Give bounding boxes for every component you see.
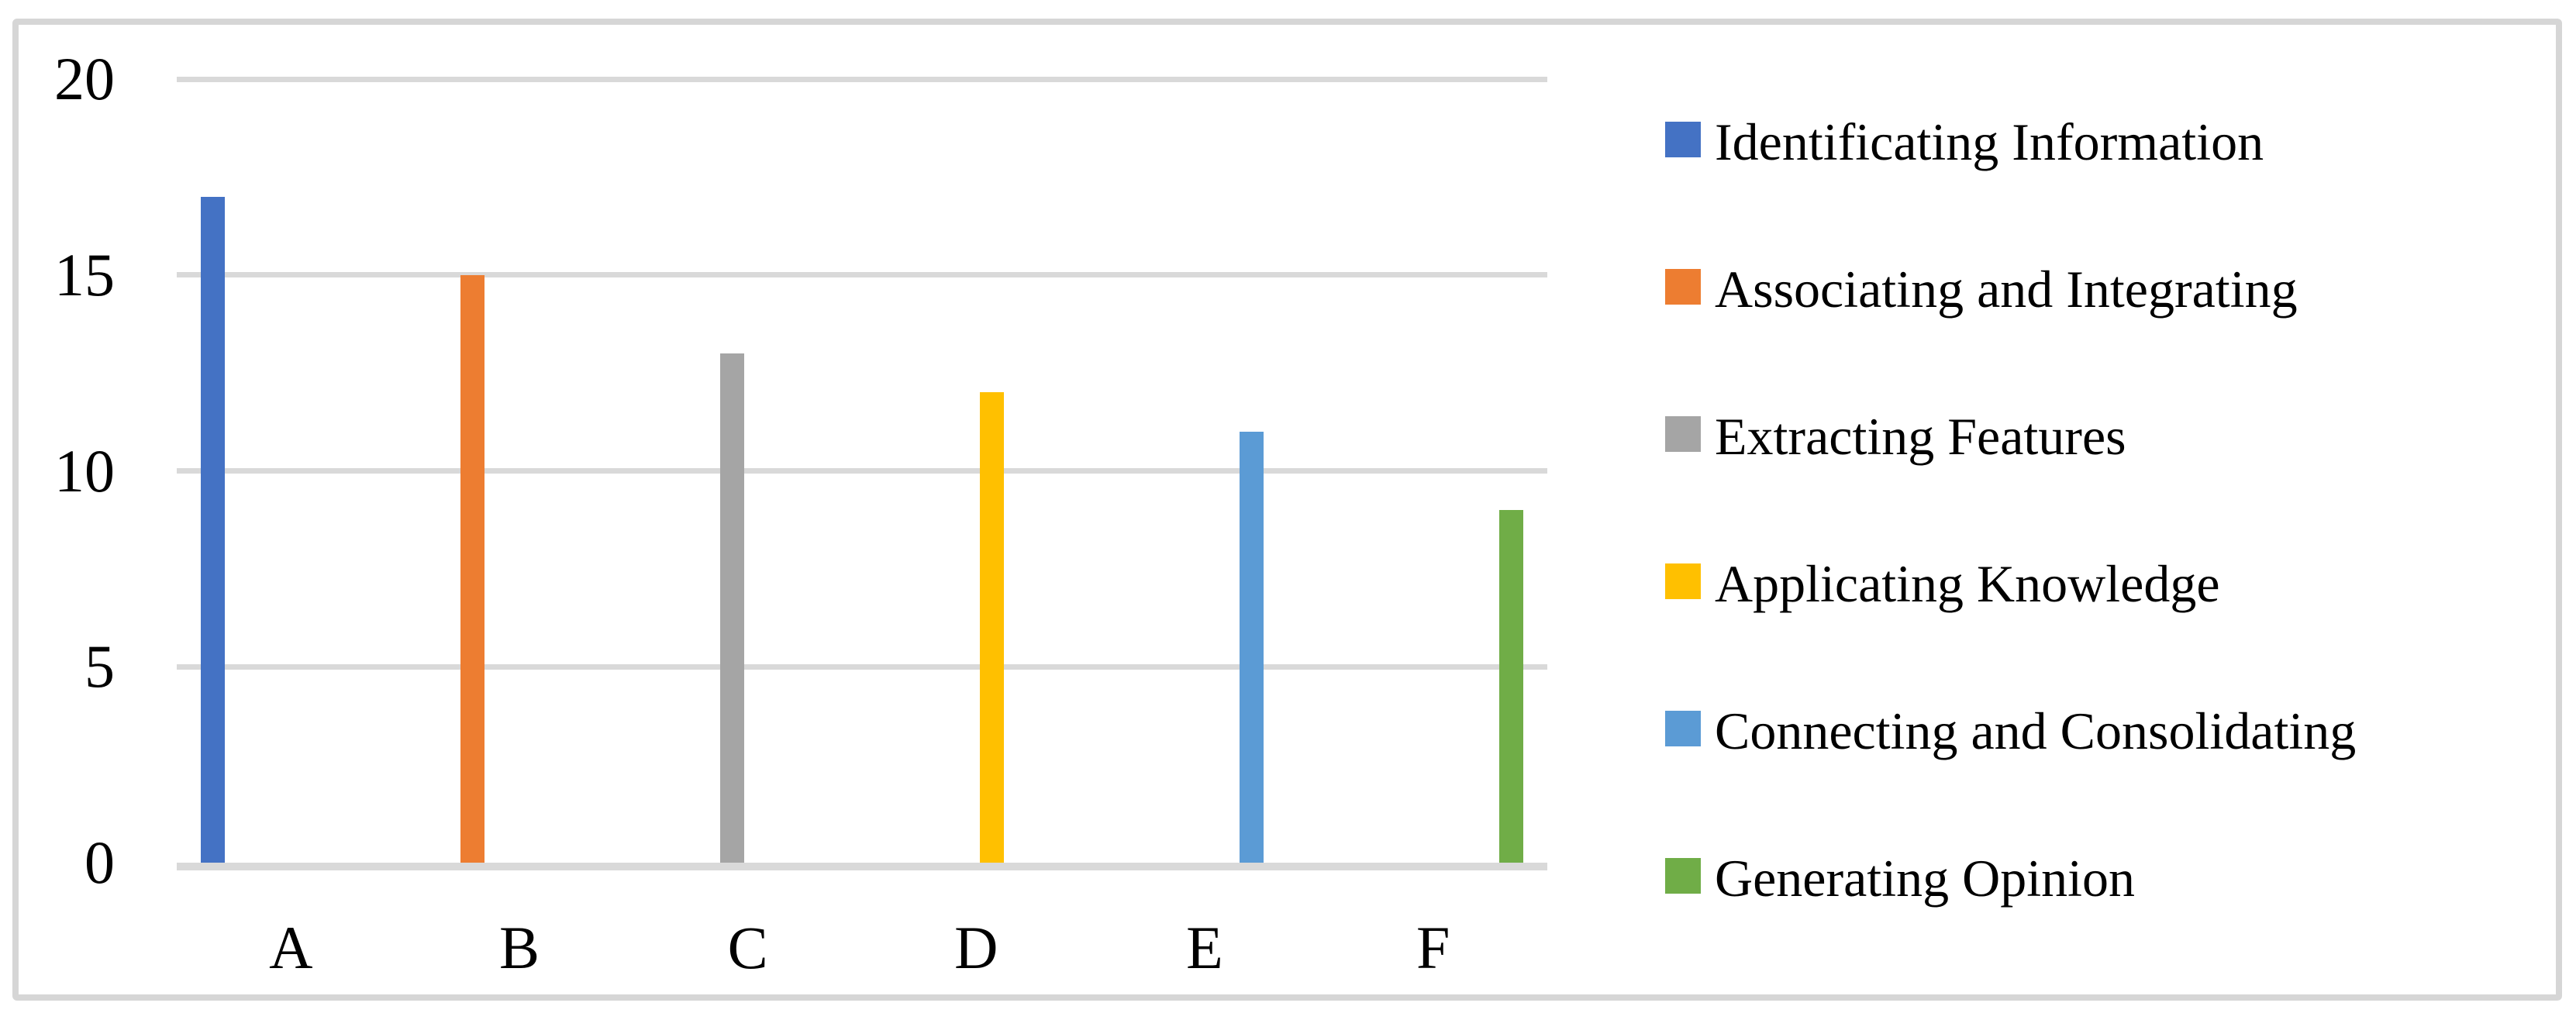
legend-item-3: Applicating Knowledge xyxy=(1665,549,2220,619)
legend-swatch-icon xyxy=(1665,416,1701,452)
gridline-15 xyxy=(177,272,1547,278)
plot-area xyxy=(177,76,1547,870)
legend-label: Applicating Knowledge xyxy=(1715,554,2220,613)
legend-swatch-icon xyxy=(1665,122,1701,157)
legend-swatch-icon xyxy=(1665,858,1701,894)
y-tick-label-20: 20 xyxy=(54,45,115,112)
x-tick-label-D: D xyxy=(954,914,998,981)
x-tick-label-F: F xyxy=(1416,914,1450,981)
y-tick-label-10: 10 xyxy=(54,436,115,505)
legend-item-5: Generating Opinion xyxy=(1665,843,2135,913)
x-tick-label-A: A xyxy=(269,914,313,981)
bar-B xyxy=(460,274,485,863)
legend-item-4: Connecting and Consolidating xyxy=(1665,696,2356,766)
legend-item-2: Extracting Features xyxy=(1665,401,2126,471)
gridline-20 xyxy=(177,76,1547,82)
gridline-10 xyxy=(177,468,1547,474)
legend-label: Extracting Features xyxy=(1715,407,2126,466)
legend-item-0: Identificating Information xyxy=(1665,107,2264,177)
bar-A xyxy=(200,196,225,863)
legend-label: Generating Opinion xyxy=(1715,849,2135,908)
legend-swatch-icon xyxy=(1665,711,1701,746)
y-tick-label-0: 0 xyxy=(84,829,115,896)
figure-border xyxy=(12,19,2562,1001)
x-tick-label-C: C xyxy=(727,914,768,981)
bar-C xyxy=(719,353,744,863)
x-tick-label-B: B xyxy=(498,914,540,981)
y-tick-label-5: 5 xyxy=(84,632,115,701)
legend-label: Identificating Information xyxy=(1715,112,2264,171)
bar-F xyxy=(1499,510,1524,863)
legend-swatch-icon xyxy=(1665,269,1701,305)
gridline-5 xyxy=(177,663,1547,670)
x-tick-label-E: E xyxy=(1186,914,1223,981)
legend-label: Connecting and Consolidating xyxy=(1715,701,2357,760)
x-axis-line xyxy=(177,863,1547,870)
bar-E xyxy=(1240,431,1264,863)
legend-label: Associating and Integrating xyxy=(1715,260,2298,319)
legend: Identificating Information Associating an… xyxy=(1665,0,2564,1020)
legend-item-1: Associating and Integrating xyxy=(1665,254,2298,324)
y-tick-label-15: 15 xyxy=(54,240,115,308)
bar-D xyxy=(980,392,1005,863)
legend-swatch-icon xyxy=(1665,563,1701,599)
